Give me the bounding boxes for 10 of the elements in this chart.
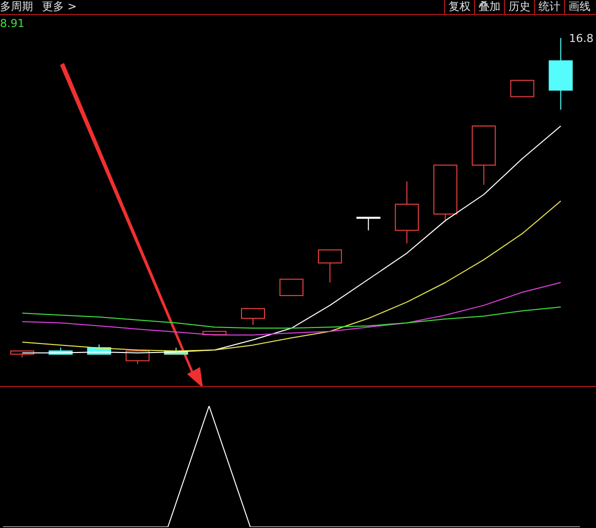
text: 历史 xyxy=(504,0,534,14)
text: 复权 xyxy=(444,0,474,14)
annotation: 16.8 xyxy=(569,32,594,45)
text: 8.91 xyxy=(0,17,24,30)
text: 多周期 xyxy=(0,0,33,13)
candlestick xyxy=(394,180,419,244)
text: 更多 > xyxy=(42,0,77,13)
text: 叠加 xyxy=(474,0,504,14)
text: 统计 xyxy=(534,0,564,14)
text: 画线 xyxy=(564,0,594,14)
